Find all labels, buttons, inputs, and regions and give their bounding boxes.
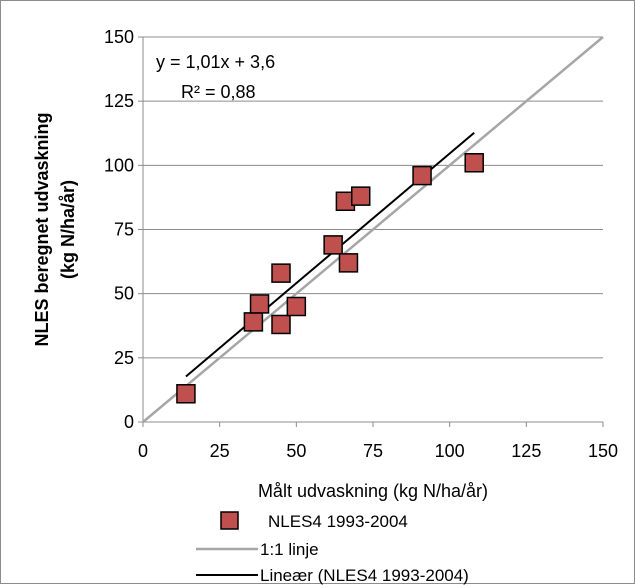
x-tick-label-100: 100	[435, 441, 465, 461]
x-tick-label-150: 150	[588, 441, 618, 461]
data-point-9	[350, 186, 371, 206]
series-markers	[176, 153, 484, 404]
data-point-10	[412, 165, 432, 186]
y-tick-label-25: 25	[114, 348, 134, 368]
x-tick-label-0: 0	[138, 441, 148, 461]
data-point-11	[464, 153, 484, 173]
y-tick-label-0: 0	[124, 412, 134, 432]
tick-labels: 0 25 50 75 100 125 150 0 25 50 75 100 125 150	[104, 27, 618, 461]
y-tick-label-50: 50	[114, 284, 134, 304]
legend-label-linear: Lineær (NLES4 1993-2004)	[260, 566, 469, 585]
y-axis-title: NLES beregnet udvaskning (kg N/ha/år)	[32, 112, 78, 346]
data-point-4	[271, 314, 291, 335]
y-axis-title-line2: (kg N/ha/år)	[58, 180, 78, 279]
data-point-8	[338, 253, 359, 273]
data-point-5	[286, 296, 307, 317]
legend: NLES4 1993-2004 1:1 linje Lineær (NLES4 …	[196, 511, 469, 585]
legend-label-1to1: 1:1 linje	[260, 540, 319, 559]
axes	[138, 36, 604, 427]
x-tick-label-75: 75	[363, 441, 383, 461]
x-tick-label-50: 50	[286, 441, 306, 461]
y-tick-label-100: 100	[104, 155, 134, 175]
y-tick-label-125: 125	[104, 91, 134, 111]
series-line-1	[142, 36, 604, 423]
data-point-3	[271, 263, 291, 283]
data-point-0	[176, 384, 196, 404]
data-point-6	[323, 235, 343, 255]
legend-marker-square	[220, 511, 239, 530]
y-axis-title-line1: NLES beregnet udvaskning	[32, 112, 52, 346]
legend-label-nles4: NLES4 1993-2004	[268, 512, 408, 531]
x-axis-title: Målt udvaskning (kg N/ha/år)	[258, 481, 488, 501]
regression-equation: y = 1,01x + 3,6	[156, 52, 275, 72]
r-squared-label: R² = 0,88	[181, 82, 256, 102]
data-point-1	[243, 312, 264, 332]
y-tick-label-150: 150	[104, 27, 134, 47]
y-tick-label-75: 75	[114, 220, 134, 240]
x-tick-label-25: 25	[210, 441, 230, 461]
x-tick-label-125: 125	[511, 441, 541, 461]
data-point-2	[249, 294, 270, 314]
